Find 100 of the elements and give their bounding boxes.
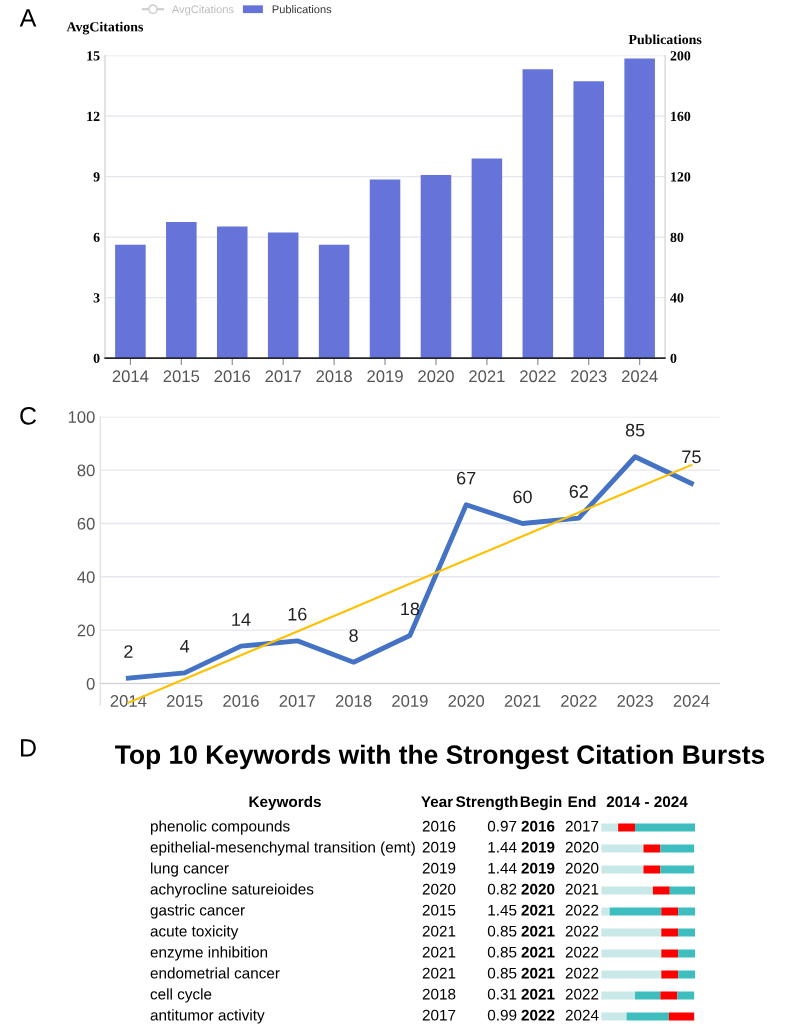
text: 2021 xyxy=(422,967,456,979)
bar xyxy=(660,844,695,853)
chart-title: Top 10 Keywords with the Strongest Citation Bursts xyxy=(115,744,765,770)
text: 2022 xyxy=(565,904,599,916)
category-label: lung cancer xyxy=(151,862,229,877)
x-tick-label: 2019 xyxy=(392,695,428,707)
text: 1.44 xyxy=(488,862,517,874)
x-tick-label: 2022 xyxy=(520,370,556,383)
y-tick-label: 100 xyxy=(68,411,95,423)
x-tick-label: 2017 xyxy=(279,695,315,707)
bar xyxy=(115,244,146,359)
x-tick-label: 2014 xyxy=(112,370,149,383)
data-label: 85 xyxy=(625,423,645,437)
text: 2019 xyxy=(521,862,555,874)
text: 2022 xyxy=(565,925,599,937)
text: A xyxy=(19,9,37,27)
data-label: 8 xyxy=(349,629,358,642)
y2-tick-label: 0 xyxy=(670,353,677,364)
text: 2016 xyxy=(422,820,456,832)
text: Keywords xyxy=(249,795,321,811)
bar xyxy=(624,58,655,359)
data-label: 67 xyxy=(457,471,476,485)
bar xyxy=(618,823,636,832)
text: 0.85 xyxy=(487,946,517,958)
bar xyxy=(601,970,662,979)
y-tick-label: 3 xyxy=(93,293,100,303)
text: 1.45 xyxy=(488,904,517,916)
text: 2021 xyxy=(565,883,599,895)
text: 2020 xyxy=(565,862,599,874)
x-tick-label: 2016 xyxy=(214,370,251,383)
text: 2019 xyxy=(422,841,456,853)
x-tick-label: 2021 xyxy=(504,695,541,707)
text: 2020 xyxy=(565,841,599,853)
text: 2022 xyxy=(565,946,599,958)
y2-tick-label: 40 xyxy=(670,293,684,303)
data-label: 75 xyxy=(682,450,701,464)
bar xyxy=(677,991,695,1000)
text: 2021 xyxy=(422,946,456,958)
y-tick-label: 80 xyxy=(77,464,95,477)
text: 2021 xyxy=(521,946,555,958)
x-tick-label: 2023 xyxy=(571,370,607,383)
bar xyxy=(601,844,644,853)
bar xyxy=(318,244,350,359)
bar xyxy=(471,158,503,359)
text: 2015 xyxy=(422,904,456,916)
category-label: achyrocline satureioides xyxy=(150,883,314,898)
bar xyxy=(661,907,679,916)
text: 2014 - 2024 xyxy=(606,796,688,808)
text: 0.31 xyxy=(487,988,517,1000)
bar xyxy=(661,970,679,979)
category-label: cell cycle xyxy=(150,988,212,1003)
bar xyxy=(601,991,636,1000)
x-tick-label: 2022 xyxy=(561,695,597,707)
text: 2022 xyxy=(565,967,599,979)
text: C xyxy=(20,407,37,425)
text: 2017 xyxy=(422,1009,456,1021)
data-label: 18 xyxy=(401,602,420,616)
data-label: 62 xyxy=(569,485,588,498)
bar xyxy=(678,949,696,958)
bar xyxy=(678,970,696,979)
legend-label: AvgCitations xyxy=(171,5,234,16)
y-tick-label: 6 xyxy=(93,232,100,243)
text: 2021 xyxy=(521,967,555,979)
bar xyxy=(635,991,661,1000)
bar xyxy=(678,928,696,937)
text: 0.97 xyxy=(487,820,517,832)
x-tick-label: 2020 xyxy=(418,370,454,383)
category-label: phenolic compounds xyxy=(150,820,290,835)
data-label: 4 xyxy=(180,640,190,653)
y-tick-label: 0 xyxy=(86,677,95,690)
x-tick-label: 2015 xyxy=(166,695,203,707)
text: 2022 xyxy=(565,988,599,1000)
y-tick-label: 40 xyxy=(77,571,95,584)
x-tick-label: 2016 xyxy=(223,695,259,707)
x-tick-label: 2014 xyxy=(110,695,147,707)
bar xyxy=(573,81,605,359)
bar xyxy=(522,69,554,359)
text: 2019 xyxy=(422,862,456,874)
y-tick-label: 15 xyxy=(87,51,100,61)
y-tick-label: 20 xyxy=(77,624,95,637)
text: 0.85 xyxy=(487,967,517,979)
data-label: 2 xyxy=(124,645,133,658)
x-tick-label: 2018 xyxy=(335,695,372,707)
legend-label: Publications xyxy=(272,5,332,14)
bar xyxy=(643,844,661,853)
text: 2022 xyxy=(521,1009,555,1021)
text: 1.44 xyxy=(488,841,517,853)
x-tick-label: 2021 xyxy=(469,370,505,383)
y2-tick-label: 80 xyxy=(670,232,684,243)
bar xyxy=(635,823,696,832)
text: 0.82 xyxy=(487,883,517,895)
bar xyxy=(601,949,662,958)
bar xyxy=(661,928,679,937)
y2-tick-label: 200 xyxy=(670,51,691,61)
bar xyxy=(166,221,197,359)
y-tick-label: 0 xyxy=(93,353,100,364)
text: Year xyxy=(421,796,453,808)
text: 0.85 xyxy=(487,925,517,937)
y2-tick-label: 160 xyxy=(671,111,691,122)
bar xyxy=(601,928,662,937)
